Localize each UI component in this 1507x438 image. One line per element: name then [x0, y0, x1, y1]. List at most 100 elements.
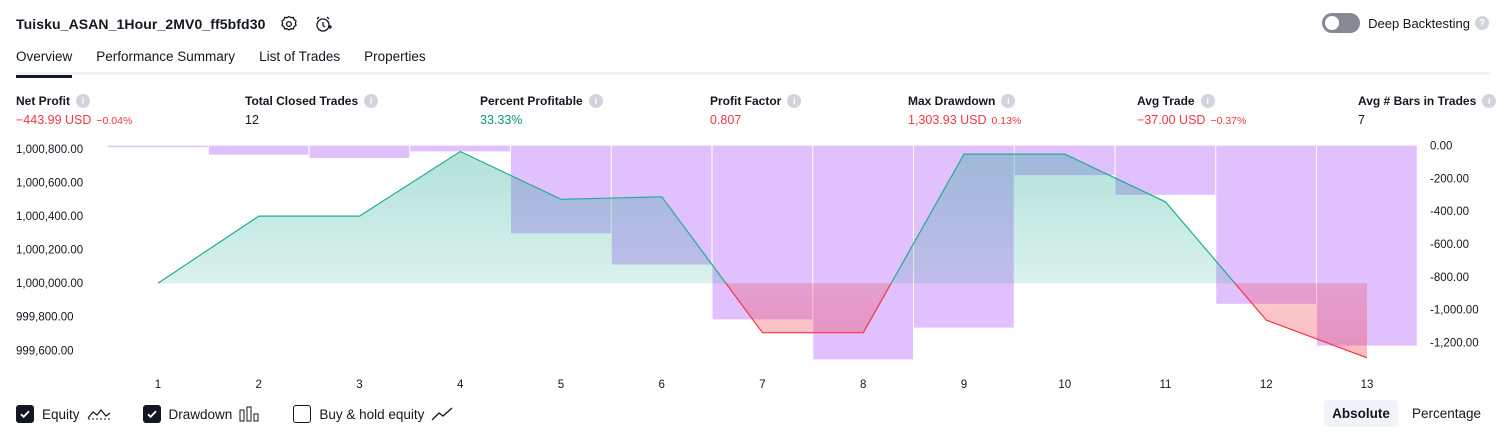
right-axis: 0.00 -200.00 -400.00 -600.00 -800.00 -1,000.0…	[1430, 141, 1479, 350]
metric-percent: −0.37%	[1210, 115, 1247, 127]
metric-label: Max Drawdown	[908, 94, 996, 108]
right-axis-tick-label: -400.00	[1430, 206, 1469, 218]
x-axis-tick-label: 12	[1260, 379, 1273, 391]
metric-percent: −0.04%	[96, 115, 133, 127]
tab-properties[interactable]: Properties	[364, 49, 426, 64]
metric-label: Profit Factor	[710, 94, 782, 108]
equity-line-down	[157, 283, 1368, 359]
metric-total-closed-trades: Total Closed Trades i 12	[245, 94, 379, 127]
strategy-name: Tuisku_ASAN_1Hour_2MV0_ff5bfd30	[16, 16, 266, 32]
x-axis-tick-label: 9	[961, 379, 967, 391]
deep-backtesting-toggle[interactable]	[1322, 13, 1361, 33]
right-axis-tick-label: -1,000.00	[1430, 305, 1479, 317]
metric-label: Avg Trade	[1137, 94, 1195, 108]
line-trend-icon	[431, 406, 453, 422]
equity-series	[157, 150, 1368, 359]
tab-bar: Overview Performance Summary List of Tra…	[16, 44, 1491, 78]
x-axis-tick-label: 11	[1160, 379, 1172, 391]
metric-label: Net Profit	[16, 94, 70, 108]
x-axis-tick-label: 4	[457, 379, 464, 391]
left-axis-tick-label: 1,000,000.00	[16, 278, 83, 290]
equity-area-up	[158, 151, 1235, 284]
metric-label: Avg # Bars in Trades	[1358, 94, 1477, 108]
tab-overview[interactable]: Overview	[16, 44, 73, 78]
metrics-row: Net Profit i −443.99 USD −0.04% Total Clos…	[0, 94, 1507, 134]
right-axis-tick-label: -600.00	[1430, 239, 1469, 251]
metric-percent: 0.13%	[991, 115, 1022, 127]
deep-backtesting: Deep Backtesting ?	[1322, 13, 1489, 33]
equity-line-up	[157, 150, 1236, 284]
metric-value: −37.00 USD	[1137, 113, 1206, 127]
checkbox-checked-icon[interactable]	[142, 405, 161, 423]
right-axis-tick-label: -800.00	[1430, 272, 1469, 284]
right-axis-tick-label: -1,200.00	[1430, 337, 1479, 349]
legend-label: Drawdown	[168, 406, 233, 422]
info-icon[interactable]: i	[364, 94, 379, 108]
info-icon[interactable]: i	[588, 94, 603, 108]
left-axis-tick-label: 999,600.00	[16, 345, 74, 357]
x-axis: 1 2 3 4 5 6 7 8 9 10 11 12 13	[155, 379, 1374, 391]
x-axis-tick-label: 7	[759, 379, 765, 391]
equity-area-down	[158, 283, 1367, 358]
left-axis-tick-label: 1,000,200.00	[16, 245, 83, 257]
metric-label: Total Closed Trades	[245, 94, 359, 108]
help-icon[interactable]: ?	[1475, 16, 1489, 30]
metric-max-drawdown: Max Drawdown i 1,303.93 USD 0.13%	[908, 94, 1021, 127]
info-icon[interactable]: i	[1001, 94, 1016, 108]
metric-value: 12	[245, 113, 259, 127]
checkbox-unchecked-icon[interactable]	[293, 405, 312, 423]
equity-chart-svg: 1,000,800.00 1,000,600.00 1,000,400.00 1,00…	[16, 141, 1479, 391]
metric-profit-factor: Profit Factor i 0.807	[710, 94, 802, 127]
drawdown-bars-icon	[239, 406, 261, 422]
info-icon[interactable]: i	[1200, 94, 1215, 108]
chart-legend: Equity Drawdown Buy & hold equity	[16, 403, 485, 425]
metric-value: −443.99 USD	[16, 113, 92, 127]
metric-value: 7	[1358, 113, 1365, 127]
metric-avg-trade: Avg Trade i −37.00 USD −0.37%	[1137, 94, 1246, 127]
tab-list-of-trades[interactable]: List of Trades	[259, 49, 341, 64]
metric-label: Percent Profitable	[480, 94, 583, 108]
right-axis-tick-label: -200.00	[1430, 173, 1469, 185]
x-axis-tick-label: 13	[1361, 379, 1374, 391]
display-mode-switch: Absolute Percentage	[1318, 400, 1489, 427]
x-axis-tick-label: 6	[659, 379, 665, 391]
mode-percentage[interactable]: Percentage	[1411, 406, 1481, 421]
x-axis-tick-label: 2	[256, 379, 262, 391]
x-axis-tick-label: 8	[860, 379, 866, 391]
metric-value: 1,303.93 USD	[908, 113, 987, 127]
x-axis-tick-label: 10	[1058, 379, 1071, 391]
x-axis-tick-label: 5	[558, 379, 564, 391]
gear-icon[interactable]	[279, 14, 299, 34]
x-axis-tick-label: 1	[155, 379, 161, 391]
mode-absolute[interactable]: Absolute	[1324, 400, 1398, 427]
drawdown-bar	[208, 145, 309, 155]
metric-avg-bars-in-trades: Avg # Bars in Trades i 7	[1358, 94, 1497, 127]
right-axis-tick-label: 0.00	[1430, 141, 1452, 153]
strategy-header: Tuisku_ASAN_1Hour_2MV0_ff5bfd30	[16, 12, 333, 36]
deep-backtesting-label: Deep Backtesting	[1368, 15, 1470, 31]
alert-add-icon[interactable]	[313, 14, 333, 34]
info-icon[interactable]: i	[1482, 94, 1497, 108]
left-axis-tick-label: 999,800.00	[16, 312, 74, 324]
left-axis-tick-label: 1,000,800.00	[16, 144, 83, 156]
metric-value: 33.33%	[480, 113, 523, 127]
drawdown-bar	[1216, 145, 1316, 304]
drawdown-bar	[309, 145, 410, 158]
left-axis-tick-label: 1,000,400.00	[16, 211, 83, 223]
left-axis-tick-label: 1,000,600.00	[16, 178, 83, 190]
legend-label: Buy & hold equity	[319, 406, 425, 422]
info-icon[interactable]: i	[787, 94, 802, 108]
tab-performance-summary[interactable]: Performance Summary	[96, 49, 236, 64]
left-axis: 1,000,800.00 1,000,600.00 1,000,400.00 1,00…	[16, 144, 83, 357]
checkbox-checked-icon[interactable]	[16, 405, 34, 423]
info-icon[interactable]: i	[76, 94, 90, 108]
equity-chart: 1,000,800.00 1,000,600.00 1,000,400.00 1,00…	[0, 138, 1507, 400]
legend-drawdown[interactable]: Drawdown	[142, 405, 262, 423]
metric-percent-profitable: Percent Profitable i 33.33%	[480, 94, 603, 127]
metric-value: 0.807	[710, 113, 742, 127]
legend-equity[interactable]: Equity	[16, 405, 111, 423]
equity-glyph-icon	[87, 407, 111, 421]
drawdown-bar	[108, 145, 208, 148]
x-axis-tick-label: 3	[356, 379, 362, 391]
legend-buy-hold-equity[interactable]: Buy & hold equity	[293, 405, 453, 423]
